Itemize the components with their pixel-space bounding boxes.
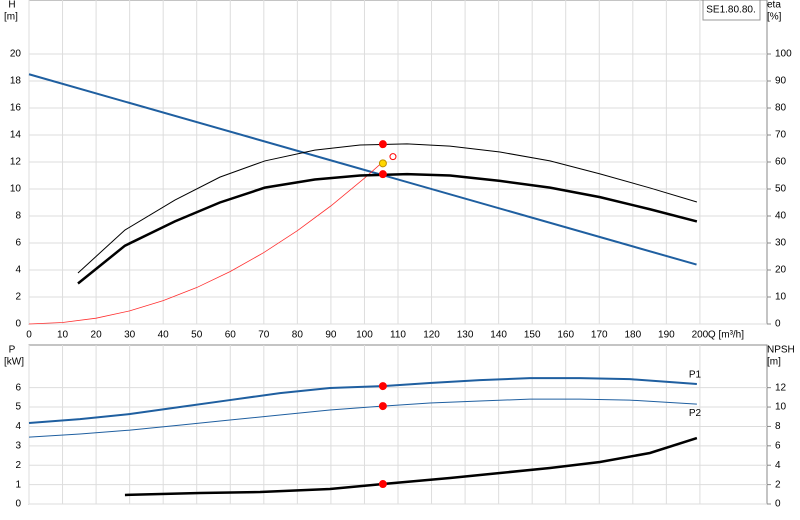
- x-tick-label: 30: [124, 330, 136, 341]
- x-tick-label: 20: [91, 330, 103, 341]
- y2-tick-label: 70: [775, 130, 787, 141]
- curve: [28, 398, 697, 438]
- y2-tick-label: 80: [775, 103, 787, 114]
- x-tick-label: 110: [390, 330, 406, 341]
- x-tick-label: 100: [356, 330, 373, 341]
- y2-tick-label: 0: [775, 499, 781, 510]
- x-tick-label: 10: [57, 330, 69, 341]
- x-tick-label: 60: [225, 330, 237, 341]
- y-tick-label: 2: [15, 460, 21, 471]
- x-tick-label: 0: [26, 330, 32, 341]
- x-tick-label: 70: [258, 330, 270, 341]
- y2-tick-label: 50: [775, 184, 787, 195]
- x-tick-label: 160: [557, 330, 574, 341]
- x-tick-label: 200: [692, 330, 709, 341]
- y2-axis-unit: [m]: [767, 357, 781, 368]
- y2-tick-label: 20: [775, 265, 787, 276]
- y-tick-label: 5: [15, 402, 21, 413]
- y-axis-label: H: [8, 0, 15, 11]
- x-tick-label: 140: [490, 330, 507, 341]
- operating-point: [378, 170, 387, 179]
- y2-tick-label: 2: [775, 479, 781, 490]
- y-tick-label: 0: [15, 499, 21, 510]
- y-tick-label: 8: [15, 211, 21, 222]
- x-axis-label: Q [m³/h]: [708, 330, 744, 341]
- curve: [28, 73, 697, 266]
- y2-axis-label: eta: [767, 0, 781, 11]
- x-tick-label: 180: [624, 330, 641, 341]
- operating-point: [389, 153, 397, 161]
- y-axis-unit: [m]: [4, 12, 18, 23]
- y-tick-label: 4: [15, 421, 21, 432]
- y-tick-label: 10: [10, 184, 22, 195]
- y-tick-label: 14: [10, 130, 22, 141]
- y-tick-label: 20: [10, 49, 22, 60]
- y2-tick-label: 8: [775, 421, 781, 432]
- curve: [124, 436, 698, 497]
- curve-label: P2: [689, 408, 702, 419]
- x-tick-label: 50: [191, 330, 203, 341]
- y2-tick-label: 100: [775, 49, 792, 60]
- y-tick-label: 6: [15, 382, 21, 393]
- y2-tick-label: 30: [775, 238, 787, 249]
- operating-point: [378, 480, 387, 489]
- curve-label: P1: [689, 370, 702, 381]
- y2-tick-label: 4: [775, 460, 781, 471]
- curve: [28, 163, 382, 325]
- y-tick-label: 0: [15, 319, 21, 330]
- y-tick-label: 3: [15, 440, 21, 451]
- curve: [77, 143, 698, 274]
- curve: [77, 172, 698, 285]
- y2-tick-label: 10: [775, 292, 787, 303]
- y-tick-label: 18: [10, 76, 22, 87]
- x-tick-label: 170: [591, 330, 608, 341]
- y-tick-label: 4: [15, 265, 21, 276]
- x-tick-label: 80: [292, 330, 304, 341]
- x-tick-label: 120: [423, 330, 440, 341]
- operating-point: [378, 382, 387, 391]
- y2-tick-label: 40: [775, 211, 787, 222]
- y2-tick-label: 60: [775, 157, 787, 168]
- y-tick-label: 1: [15, 479, 21, 490]
- y2-axis-unit: [%]: [767, 12, 782, 23]
- y2-tick-label: 6: [775, 440, 781, 451]
- model-label: SE1.80.80.: [706, 5, 755, 16]
- model-box: [702, 0, 761, 21]
- y2-tick-label: 12: [775, 382, 787, 393]
- x-tick-label: 90: [325, 330, 337, 341]
- operating-point: [378, 140, 387, 149]
- x-tick-label: 150: [524, 330, 541, 341]
- x-tick-label: 40: [158, 330, 170, 341]
- y2-tick-label: 90: [775, 76, 787, 87]
- x-tick-label: 190: [658, 330, 675, 341]
- y-axis-unit: [kW]: [4, 357, 24, 368]
- y2-tick-label: 0: [775, 319, 781, 330]
- y-tick-label: 16: [10, 103, 22, 114]
- y-axis-label: P: [9, 345, 16, 356]
- operating-point: [378, 159, 387, 168]
- y-tick-label: 12: [10, 157, 22, 168]
- operating-point: [378, 402, 387, 411]
- y2-axis-label: NPSH: [767, 345, 795, 356]
- x-tick-label: 130: [457, 330, 474, 341]
- curve: [28, 377, 697, 424]
- y2-tick-label: 10: [775, 402, 787, 413]
- y-tick-label: 2: [15, 292, 21, 303]
- y-tick-label: 6: [15, 238, 21, 249]
